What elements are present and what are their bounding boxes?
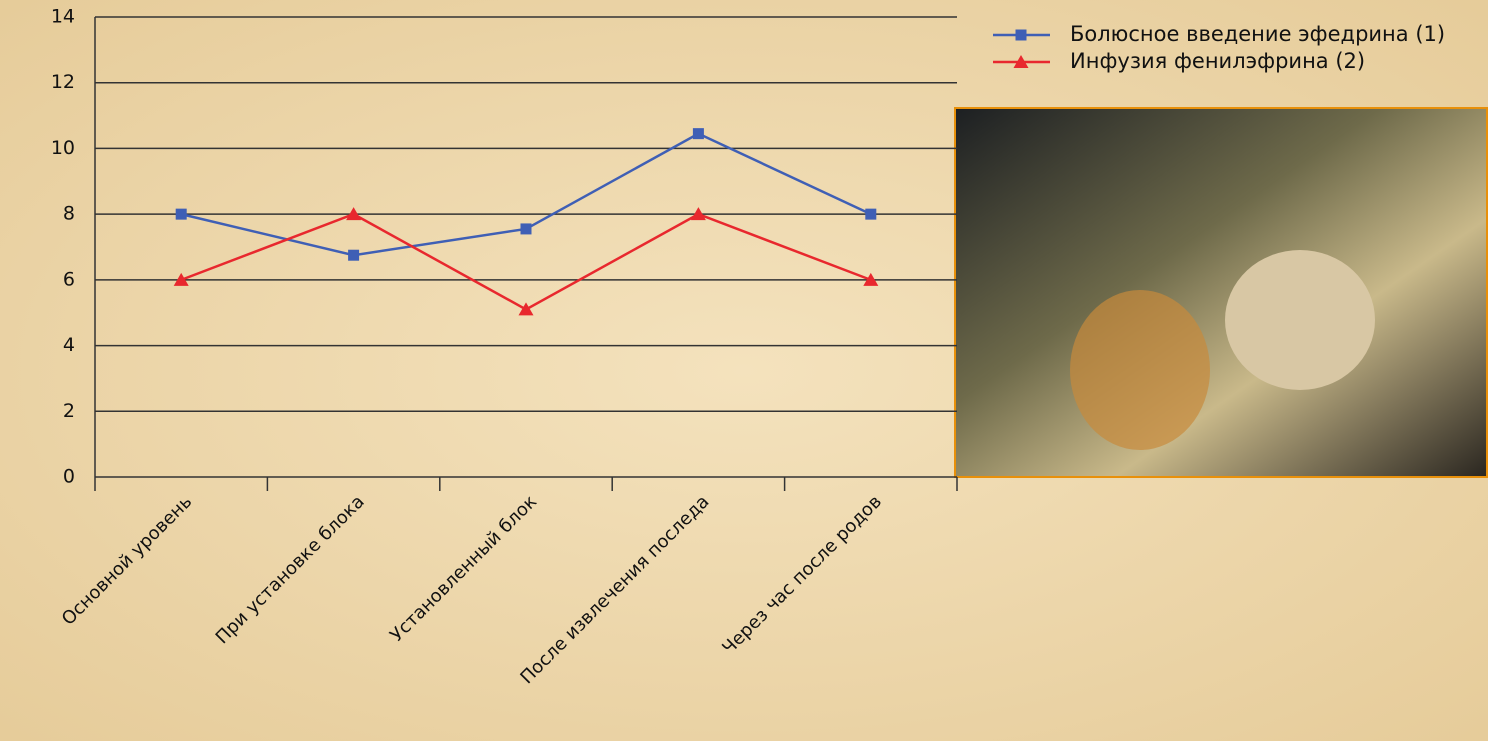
photo-detail	[1070, 290, 1210, 450]
y-tick-label: 10	[51, 137, 75, 159]
legend-label: Болюсное введение эфедрина (1)	[1070, 22, 1445, 46]
marker	[1015, 29, 1027, 41]
y-tick-label: 4	[63, 334, 75, 356]
marker	[865, 208, 877, 220]
marker	[1013, 55, 1029, 68]
photo	[954, 107, 1488, 478]
marker	[346, 207, 362, 221]
marker	[175, 208, 187, 220]
y-tick-label: 2	[63, 400, 75, 422]
marker	[520, 223, 532, 235]
y-tick-label: 14	[51, 6, 75, 28]
marker	[173, 272, 189, 286]
y-tick-label: 0	[63, 466, 75, 488]
marker	[348, 249, 360, 261]
y-tick-label: 6	[63, 268, 75, 290]
marker	[518, 302, 534, 316]
marker	[863, 272, 879, 286]
photo-detail	[1225, 250, 1375, 390]
legend-label: Инфузия фенилэфрина (2)	[1070, 49, 1365, 73]
marker	[692, 128, 704, 140]
marker	[690, 207, 706, 221]
y-tick-label: 8	[63, 203, 75, 225]
y-tick-label: 12	[51, 71, 75, 93]
